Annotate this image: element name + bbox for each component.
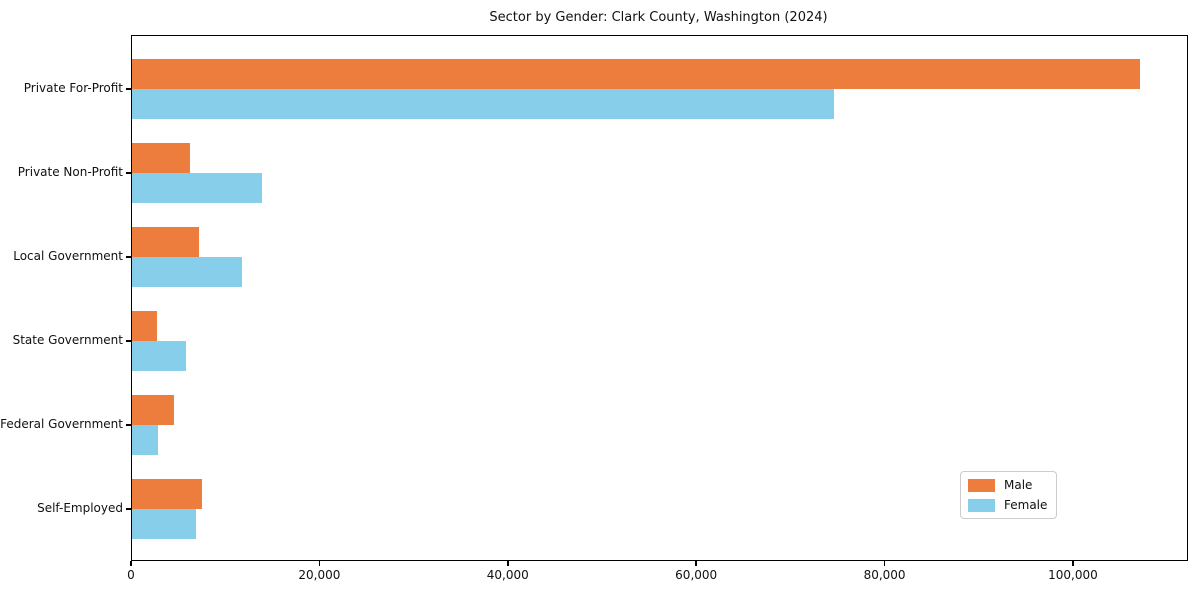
- bar-female-local-government: [132, 257, 243, 287]
- x-tick-label-80-000: 80,000: [863, 568, 906, 582]
- y-tick-label-private-non-profit: Private Non-Profit: [17, 165, 123, 179]
- legend-label-male: Male: [1004, 478, 1033, 492]
- bar-male-federal-government: [132, 395, 175, 425]
- legend-item-female: Female: [968, 498, 1047, 512]
- y-tick-mark: [126, 256, 131, 258]
- x-tick-mark: [130, 561, 132, 566]
- x-tick-label-100-000: 100,000: [1048, 568, 1098, 582]
- x-tick-mark: [695, 561, 697, 566]
- y-tick-label-self-employed: Self-Employed: [37, 501, 123, 515]
- bar-male-self-employed: [132, 479, 202, 509]
- y-tick-mark: [126, 340, 131, 342]
- x-tick-mark: [318, 561, 321, 566]
- female-swatch-icon: [968, 498, 995, 512]
- legend-item-male: Male: [968, 478, 1047, 492]
- y-tick-mark: [126, 172, 131, 174]
- legend: Male Female: [960, 471, 1058, 519]
- x-tick-mark: [883, 561, 886, 566]
- x-tick-label-60-000: 60,000: [675, 568, 718, 582]
- bar-male-state-government: [132, 311, 158, 341]
- x-tick-label-40-000: 40,000: [486, 568, 529, 582]
- bar-female-private-for-profit: [132, 89, 834, 119]
- bar-male-private-for-profit: [132, 59, 1140, 89]
- bar-male-private-non-profit: [132, 143, 191, 173]
- y-tick-label-federal-government: Federal Government: [0, 417, 123, 431]
- x-tick-mark: [1072, 561, 1074, 566]
- bar-female-state-government: [132, 341, 186, 371]
- chart-title: Sector by Gender: Clark County, Washingt…: [489, 10, 828, 25]
- y-tick-label-private-for-profit: Private For-Profit: [23, 81, 123, 95]
- plot-area: [131, 35, 1188, 561]
- male-swatch-icon: [968, 478, 995, 492]
- bar-female-federal-government: [132, 425, 159, 455]
- y-tick-label-state-government: State Government: [12, 333, 123, 347]
- x-tick-mark: [507, 561, 509, 566]
- bar-male-local-government: [132, 227, 199, 257]
- x-tick-label-20-000: 20,000: [298, 568, 341, 582]
- x-tick-label-0: 0: [127, 568, 135, 582]
- bar-female-private-non-profit: [132, 173, 262, 203]
- y-tick-mark: [126, 508, 131, 510]
- legend-label-female: Female: [1004, 498, 1048, 512]
- bar-female-self-employed: [132, 509, 197, 539]
- y-tick-mark: [126, 424, 131, 426]
- y-tick-mark: [126, 88, 131, 90]
- y-tick-label-local-government: Local Government: [13, 249, 123, 263]
